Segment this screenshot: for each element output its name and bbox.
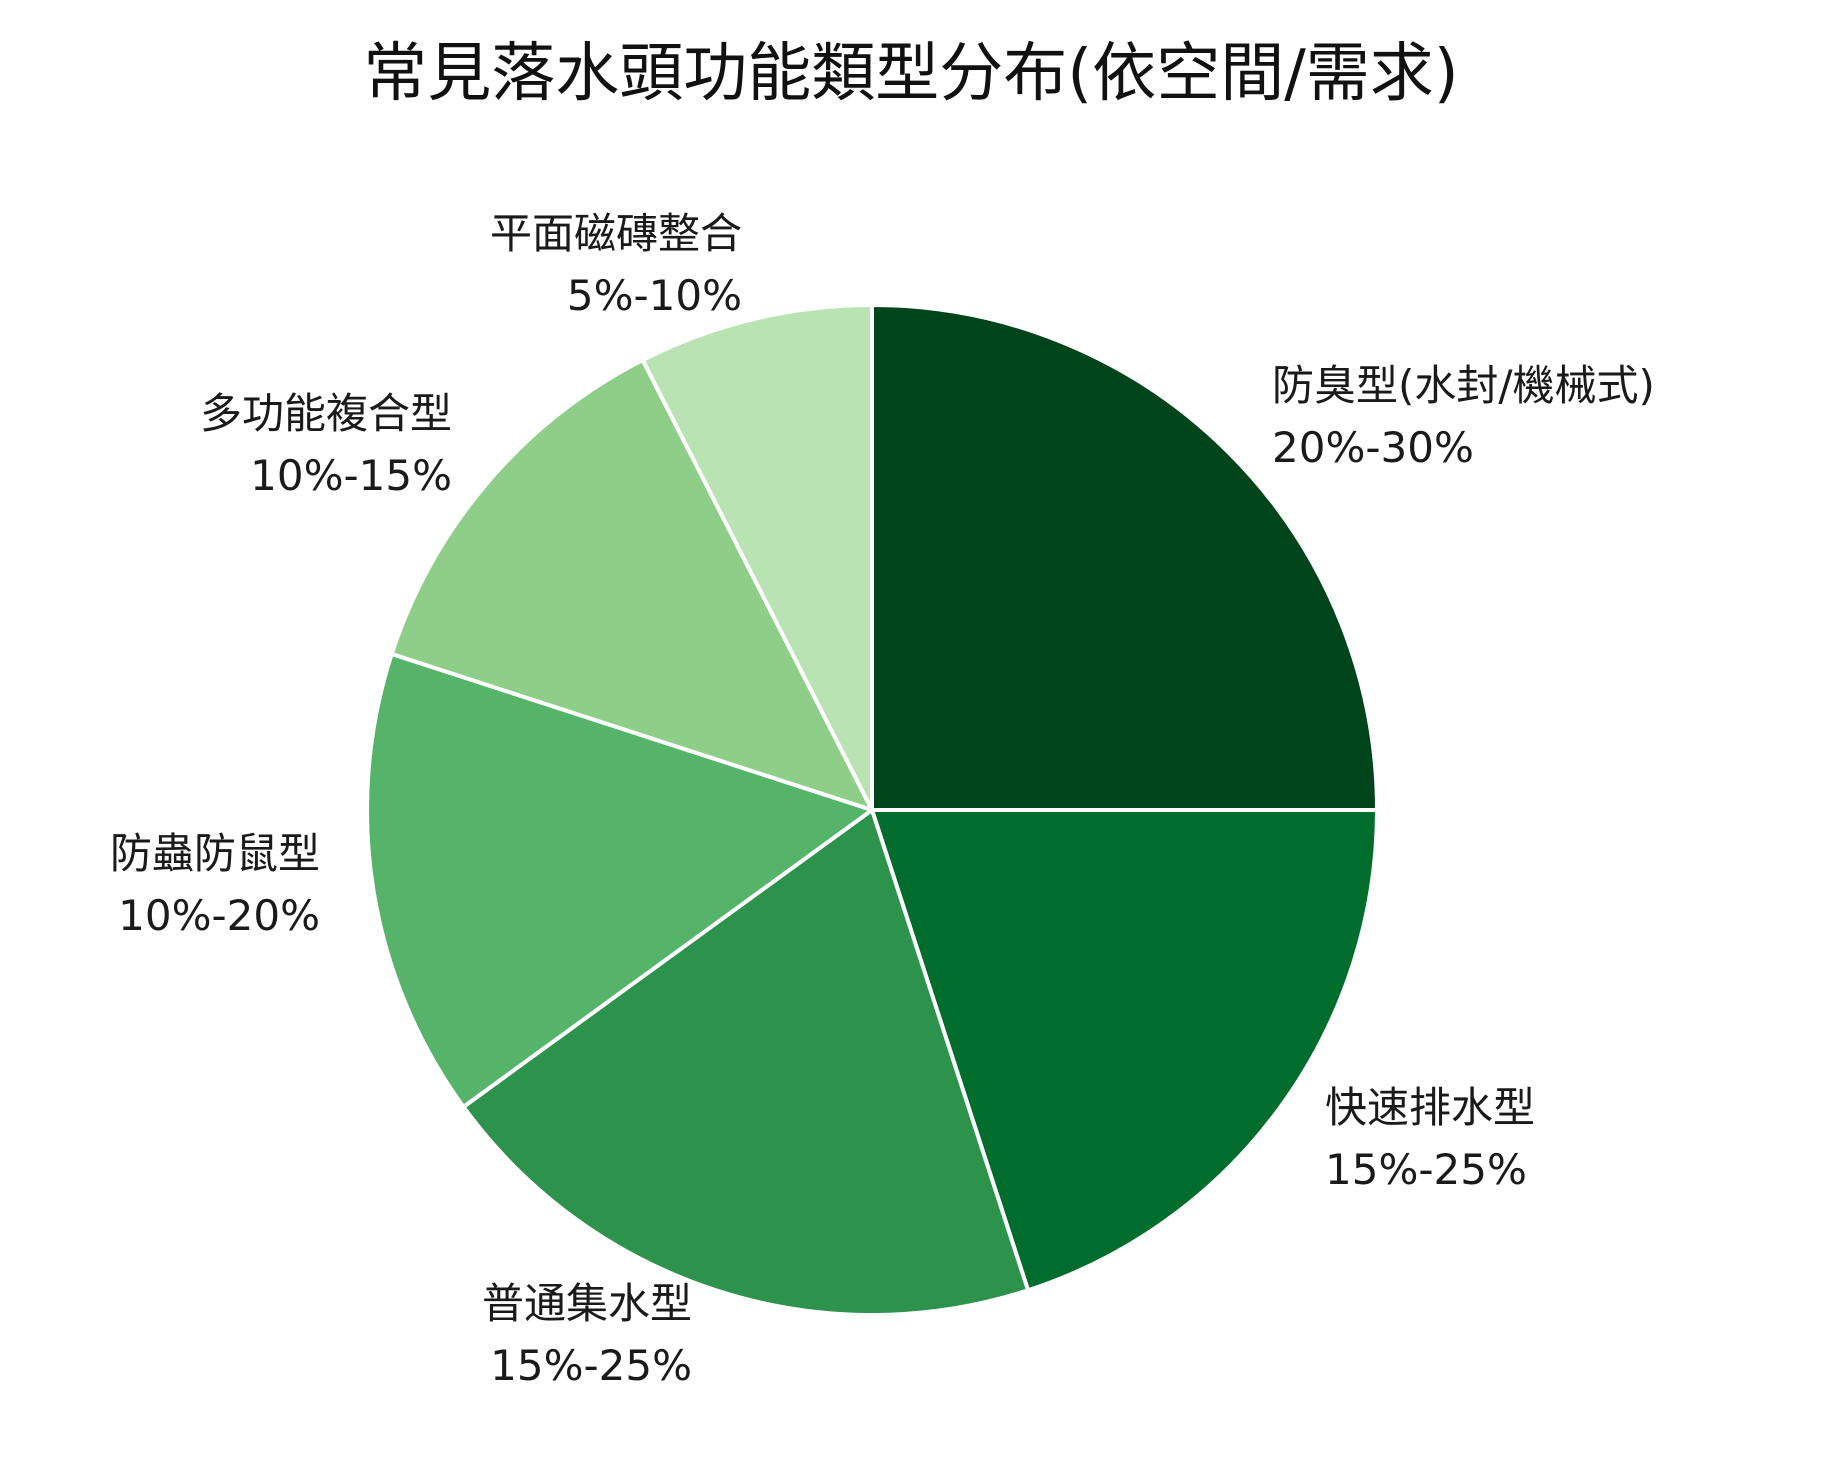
slice-label-name-4: 防蟲防鼠型 xyxy=(110,829,320,878)
slice-label-name-3: 普通集水型 xyxy=(482,1279,692,1328)
slice-label-name-1: 防臭型(水封/機械式) xyxy=(1272,361,1655,410)
slice-label-range-5: 10%-15% xyxy=(250,451,452,500)
pie-slice-5 xyxy=(389,358,874,812)
pie-slice-4 xyxy=(365,651,874,1109)
chart-title: 常見落水頭功能類型分布(依空間/需求) xyxy=(363,37,1459,111)
slice-label-range-6: 5%-10% xyxy=(567,271,742,320)
pie-slice-6 xyxy=(640,303,874,812)
slice-label-range-1: 20%-30% xyxy=(1272,423,1474,472)
pie-slice-3 xyxy=(461,808,1031,1317)
slice-label-name-5: 多功能複合型 xyxy=(200,389,452,438)
slice-label-range-2: 15%-25% xyxy=(1325,1145,1527,1194)
slice-label-range-3: 15%-25% xyxy=(490,1341,692,1390)
slice-label-name-2: 快速排水型 xyxy=(1325,1083,1535,1132)
slice-label-range-4: 10%-20% xyxy=(118,891,320,940)
pie-labels: 防臭型(水封/機械式) 20%-30% 快速排水型 15%-25% 普通集水型 15%-2… xyxy=(110,209,1655,1390)
pie-slice-2 xyxy=(870,808,1379,1293)
pie-slice-1 xyxy=(870,303,1379,812)
slice-label-name-6: 平面磁磚整合 xyxy=(490,209,742,258)
pie-slices xyxy=(365,303,1379,1317)
